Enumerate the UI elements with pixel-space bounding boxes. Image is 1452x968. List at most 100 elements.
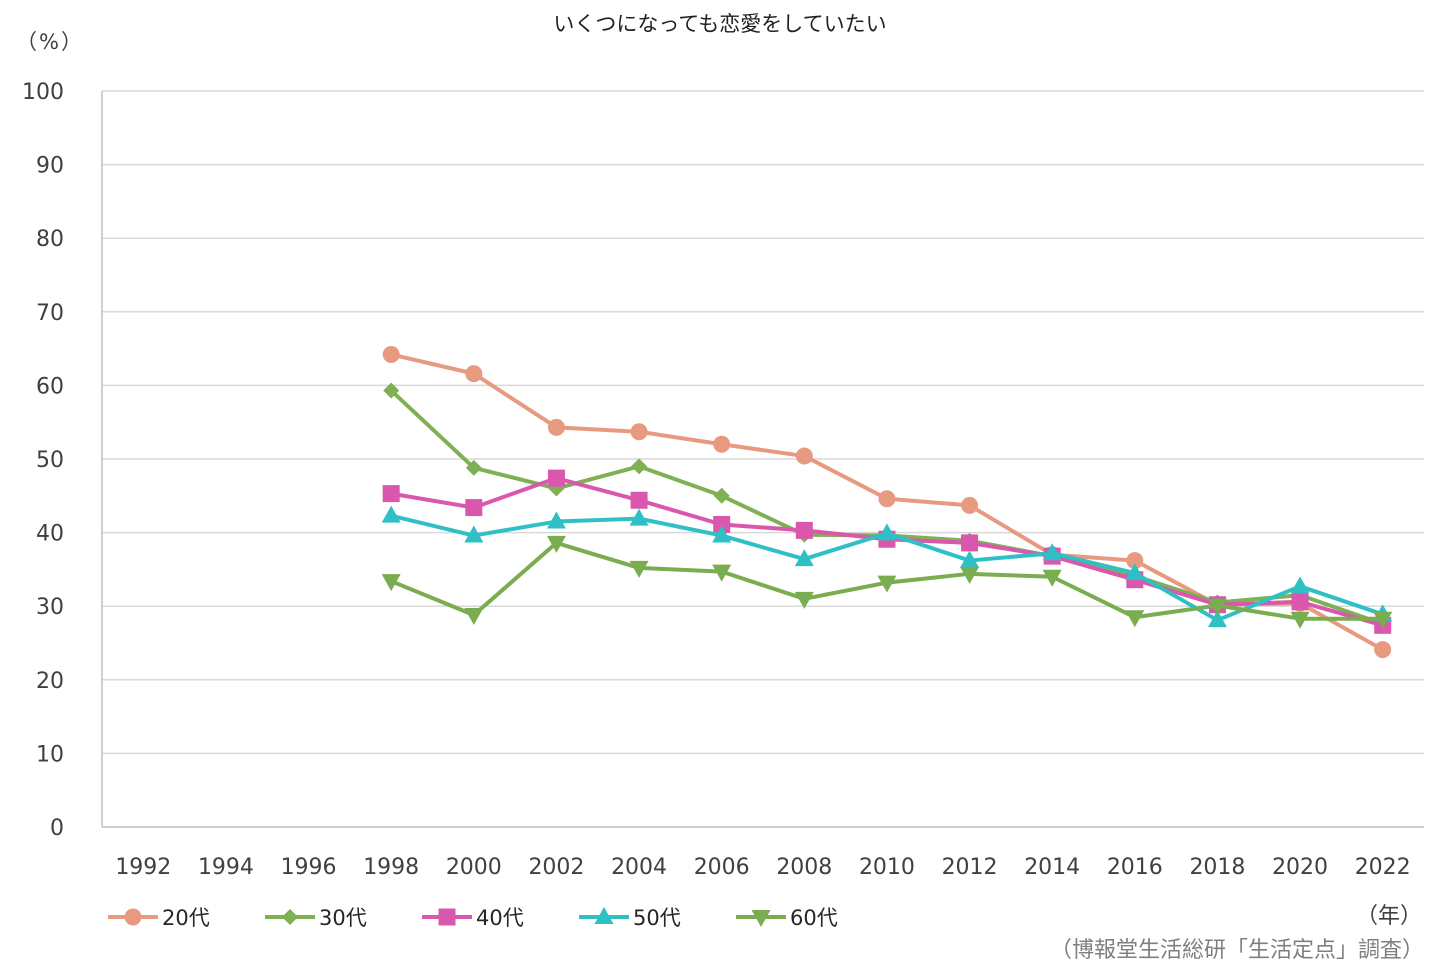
data-point bbox=[382, 485, 400, 503]
data-point bbox=[1291, 593, 1309, 611]
y-tick-label: 30 bbox=[36, 595, 64, 620]
x-axis-unit-label: （年） bbox=[1355, 904, 1422, 929]
y-tick-label: 10 bbox=[36, 742, 64, 767]
data-point bbox=[878, 490, 896, 508]
x-tick-label: 2016 bbox=[1107, 855, 1163, 880]
legend-marker bbox=[751, 910, 771, 927]
data-point bbox=[1374, 641, 1392, 659]
data-point bbox=[712, 564, 732, 582]
legend-swatch bbox=[579, 907, 629, 924]
data-point bbox=[1042, 569, 1062, 587]
y-tick-label: 70 bbox=[36, 301, 64, 326]
x-tick-label: 2006 bbox=[694, 855, 750, 880]
x-tick-label: 2018 bbox=[1189, 855, 1245, 880]
x-tick-label: 2022 bbox=[1355, 855, 1411, 880]
y-axis-unit-label: （%） bbox=[16, 30, 84, 54]
x-tick-label: 2008 bbox=[776, 855, 832, 880]
data-point bbox=[1125, 610, 1145, 628]
data-point bbox=[960, 566, 980, 584]
y-tick-label: 50 bbox=[36, 448, 64, 473]
legend-marker bbox=[594, 907, 614, 924]
legend-label: 50代 bbox=[633, 906, 681, 930]
data-point bbox=[629, 508, 649, 526]
data-point bbox=[464, 608, 484, 626]
series-5 bbox=[381, 535, 1393, 629]
data-point bbox=[794, 591, 814, 609]
x-tick-label: 2000 bbox=[446, 855, 502, 880]
x-tick-label: 1994 bbox=[198, 855, 254, 880]
legend-item: 60代 bbox=[734, 900, 891, 934]
legend-item: 40代 bbox=[420, 900, 577, 934]
data-point bbox=[961, 534, 979, 552]
data-point bbox=[1373, 611, 1393, 629]
legend-swatch bbox=[422, 908, 472, 926]
x-tick-label: 2014 bbox=[1024, 855, 1080, 880]
source-note: （博報堂生活総研「生活定点」調査） bbox=[1049, 938, 1424, 963]
legend-marker bbox=[124, 908, 142, 926]
x-tick-label: 2010 bbox=[859, 855, 915, 880]
data-point bbox=[630, 423, 648, 441]
legend-swatch bbox=[736, 910, 786, 927]
data-point bbox=[713, 487, 730, 504]
y-tick-label: 20 bbox=[36, 669, 64, 694]
y-tick-label: 100 bbox=[22, 80, 64, 105]
legend-marker bbox=[282, 909, 298, 925]
legend-swatch bbox=[265, 909, 315, 925]
data-point bbox=[1126, 552, 1144, 570]
y-tick-label: 40 bbox=[36, 522, 64, 547]
legend-item: 50代 bbox=[577, 900, 734, 934]
y-tick-label: 0 bbox=[50, 816, 64, 841]
data-point bbox=[546, 511, 566, 529]
data-point bbox=[961, 496, 979, 514]
data-point bbox=[629, 560, 649, 578]
data-point bbox=[1042, 543, 1062, 561]
data-point bbox=[547, 418, 565, 436]
data-point bbox=[960, 550, 980, 568]
x-tick-label: 1996 bbox=[281, 855, 337, 880]
legend-item: 20代 bbox=[106, 900, 263, 934]
data-point bbox=[381, 505, 401, 523]
data-point bbox=[1290, 576, 1310, 594]
legend-item: 30代 bbox=[263, 900, 420, 934]
data-point bbox=[795, 521, 813, 539]
y-tick-label: 80 bbox=[36, 227, 64, 252]
legend-label: 20代 bbox=[162, 906, 210, 930]
data-point bbox=[1207, 598, 1227, 616]
gridlines bbox=[102, 90, 1424, 755]
legend-label: 40代 bbox=[476, 906, 524, 930]
data-point bbox=[1207, 610, 1227, 628]
legend-swatch bbox=[108, 908, 158, 926]
data-point bbox=[795, 447, 813, 465]
series-4 bbox=[381, 505, 1393, 628]
x-tick-label: 2020 bbox=[1272, 855, 1328, 880]
x-tick-label: 2012 bbox=[942, 855, 998, 880]
data-point bbox=[794, 549, 814, 567]
legend: 20代 30代 40代 50代 60代 bbox=[106, 900, 891, 934]
data-point bbox=[713, 435, 731, 453]
data-point bbox=[382, 345, 400, 363]
x-tick-label: 1998 bbox=[363, 855, 419, 880]
data-point bbox=[465, 365, 483, 383]
x-tick-labels: 1992 1994 1996 1998 2000 2002 2004 2006 2008 2010… bbox=[115, 855, 1410, 880]
x-tick-label: 2004 bbox=[611, 855, 667, 880]
data-point bbox=[381, 574, 401, 592]
series-lines bbox=[381, 345, 1393, 659]
data-point bbox=[383, 382, 400, 399]
data-point bbox=[546, 535, 566, 553]
y-tick-label: 60 bbox=[36, 374, 64, 399]
y-tick-label: 90 bbox=[36, 154, 64, 179]
data-point bbox=[713, 516, 731, 534]
y-tick-labels: 0 10 20 30 40 50 60 70 80 90 100 bbox=[22, 80, 64, 841]
legend-label: 60代 bbox=[790, 906, 838, 930]
data-point bbox=[1125, 563, 1145, 581]
data-point bbox=[877, 523, 897, 541]
chart-title: いくつになっても恋愛をしていたい bbox=[553, 12, 887, 36]
data-point bbox=[877, 575, 897, 593]
x-tick-label: 2002 bbox=[528, 855, 584, 880]
data-point bbox=[547, 469, 565, 487]
data-point bbox=[465, 459, 482, 476]
data-point bbox=[1290, 611, 1310, 629]
legend-marker bbox=[438, 908, 456, 926]
data-point bbox=[464, 525, 484, 543]
